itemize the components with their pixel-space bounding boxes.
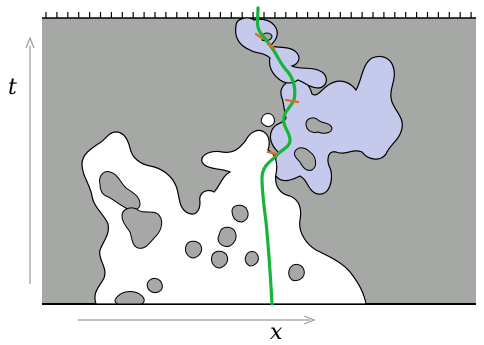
top-boundary-ticks xyxy=(45,12,472,18)
crossing-point-1 xyxy=(254,32,264,40)
white-small-blob xyxy=(260,113,275,127)
t-axis-label: t xyxy=(8,75,17,100)
white-cluster-hole-7 xyxy=(244,251,259,267)
white-cluster-hole-1 xyxy=(99,171,141,211)
crossing-point-4 xyxy=(266,150,278,156)
vertical-axis-arrow xyxy=(25,36,35,284)
white-cluster xyxy=(81,129,367,305)
blue-cluster-hole-2 xyxy=(293,147,317,171)
white-cluster-hole-6 xyxy=(211,250,229,269)
white-cluster-hole-9 xyxy=(146,277,163,293)
white-cluster-hole-5 xyxy=(185,240,203,259)
white-cluster-hole-10 xyxy=(114,291,145,305)
white-cluster-hole-3 xyxy=(231,204,249,223)
x-axis-label: x xyxy=(270,320,283,345)
white-cluster-hole-8 xyxy=(288,263,305,281)
white-cluster-hole-4 xyxy=(217,226,237,247)
crossing-point-2 xyxy=(266,42,276,50)
crossing-points xyxy=(254,32,300,156)
horizontal-axis-arrow xyxy=(78,315,316,325)
blue-cluster-hole-1 xyxy=(305,117,333,134)
white-cluster-hole-2 xyxy=(121,207,163,249)
crossing-point-3 xyxy=(284,98,300,104)
